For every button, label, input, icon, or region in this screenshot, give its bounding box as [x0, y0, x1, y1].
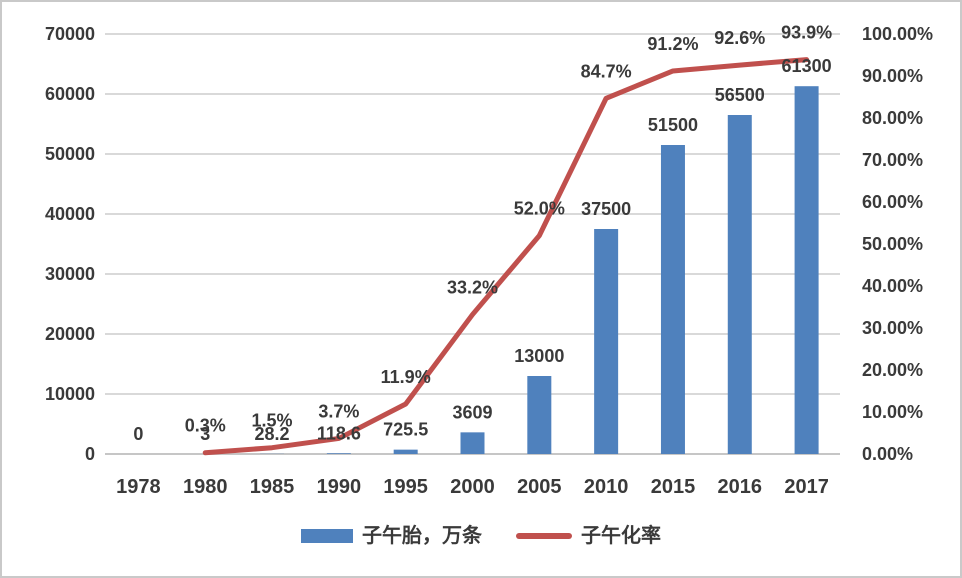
line-value-label: 0.3% — [185, 416, 226, 436]
bar-value-label: 56500 — [715, 85, 765, 105]
bar — [660, 145, 685, 454]
x-axis-label: 2000 — [450, 476, 495, 498]
bar — [393, 449, 418, 454]
x-axis-label: 1978 — [116, 476, 161, 498]
left-axis-tick-label: 30000 — [45, 264, 95, 284]
bar-value-label: 37500 — [581, 199, 631, 219]
line-value-label: 84.7% — [581, 61, 632, 81]
line-value-label: 91.2% — [647, 34, 698, 54]
right-axis-tick-label: 80.00% — [862, 108, 923, 128]
line-value-label: 11.9% — [381, 367, 431, 387]
bar-value-label: 3 — [200, 424, 210, 444]
bar-value-label: 61300 — [782, 56, 832, 76]
x-axis-label: 1980 — [183, 476, 228, 498]
line-value-label: 3.7% — [318, 401, 359, 421]
bar — [326, 453, 351, 454]
line-value-label: 33.2% — [447, 278, 498, 298]
x-axis-label: 2017 — [784, 476, 829, 498]
right-axis-tick-label: 20.00% — [862, 360, 923, 380]
left-axis-tick-label: 40000 — [45, 204, 95, 224]
legend-label-bar-series: 子午胎，万条 — [362, 525, 482, 547]
right-axis-tick-label: 50.00% — [862, 234, 923, 254]
bar — [460, 432, 485, 454]
bar — [794, 86, 819, 454]
left-axis-tick-label: 50000 — [45, 144, 95, 164]
line-series-swatch — [516, 533, 572, 539]
legend-label-line-series: 子午化率 — [581, 525, 661, 547]
legend-item-bar-series: 子午胎，万条 — [301, 526, 482, 546]
bar-series-swatch — [301, 529, 353, 543]
line-value-label: 92.6% — [714, 28, 765, 48]
line-value-label: 52.0% — [514, 199, 565, 219]
x-axis-label: 2016 — [718, 476, 763, 498]
bar-value-label: 118.6 — [317, 423, 361, 443]
bar-value-label: 725.5 — [383, 420, 428, 440]
x-axis-label: 2015 — [651, 476, 696, 498]
x-axis-label: 1995 — [383, 476, 428, 498]
bar-value-label: 51500 — [648, 115, 698, 135]
line-value-label: 93.9% — [781, 23, 832, 43]
line-value-label: 1.5% — [252, 411, 293, 431]
x-axis-label: 2005 — [517, 476, 562, 498]
right-axis-tick-label: 30.00% — [862, 318, 923, 338]
x-axis-label: 1985 — [250, 476, 295, 498]
right-axis-tick-label: 40.00% — [862, 276, 923, 296]
left-axis-tick-label: 20000 — [45, 324, 95, 344]
right-axis-tick-label: 100.00% — [862, 24, 933, 44]
left-axis-tick-label: 70000 — [45, 24, 95, 44]
x-axis-label: 2010 — [584, 476, 629, 498]
left-axis-tick-label: 10000 — [45, 384, 95, 404]
right-axis-tick-label: 70.00% — [862, 150, 923, 170]
series-line — [202, 57, 810, 456]
legend-item-line-series: 子午化率 — [516, 526, 661, 546]
bar — [594, 229, 619, 454]
bar — [527, 376, 552, 454]
x-axis-label: 1990 — [317, 476, 362, 498]
right-axis-tick-label: 90.00% — [862, 66, 923, 86]
combo-chart-plot: 0 3 28.2 118.6 725.5 3609 13000 37500 51500 56500… — [45, 23, 933, 498]
right-axis-tick-label: 10.00% — [862, 402, 923, 422]
right-axis-tick-label: 60.00% — [862, 192, 923, 212]
bar-value-label: 0 — [133, 424, 143, 444]
chart-legend: 子午胎，万条 子午化率 — [2, 526, 960, 546]
bar — [727, 115, 752, 454]
bar-value-label: 28.2 — [255, 424, 290, 444]
left-axis-tick-label: 0 — [85, 444, 95, 464]
bar-value-label: 3609 — [452, 402, 492, 422]
right-axis-tick-label: 0.00% — [862, 444, 913, 464]
left-axis-tick-label: 60000 — [45, 84, 95, 104]
bar-value-label: 13000 — [514, 346, 564, 366]
